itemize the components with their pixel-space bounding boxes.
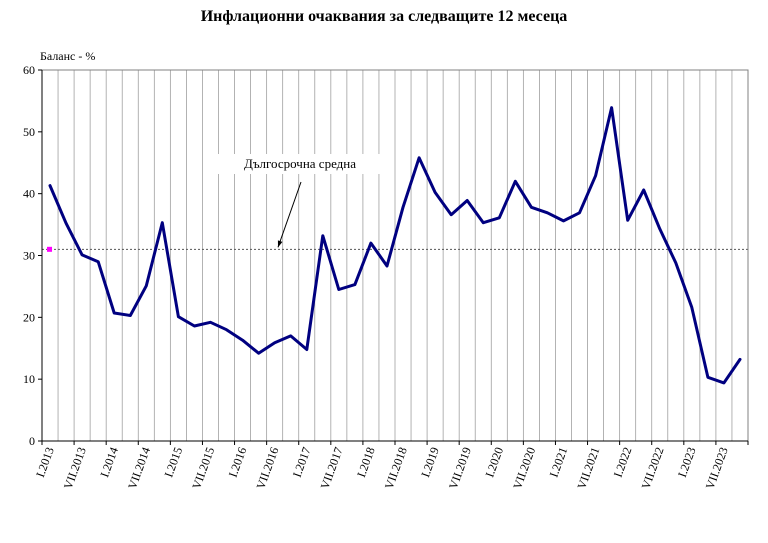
data-point <box>177 315 180 318</box>
x-tick-label: I.2015 <box>161 445 185 479</box>
data-point <box>161 221 164 224</box>
data-point <box>193 324 196 327</box>
data-point <box>482 221 485 224</box>
data-point <box>385 265 388 268</box>
series-line <box>48 106 742 385</box>
x-tick-label: I.2023 <box>675 445 699 479</box>
data-point <box>674 261 677 264</box>
data-point <box>65 222 68 225</box>
data-point <box>722 381 725 384</box>
data-point <box>402 206 405 209</box>
x-tick-label: I.2019 <box>418 445 442 479</box>
y-tick-label: 60 <box>23 63 35 77</box>
long-term-average-marker <box>47 246 53 252</box>
x-tick-label: VII.2020 <box>510 445 538 491</box>
data-point <box>225 328 228 331</box>
data-point <box>113 312 116 315</box>
y-tick-label: 20 <box>23 310 35 324</box>
x-tick-label: VII.2013 <box>61 445 89 491</box>
data-point <box>241 339 244 342</box>
data-point <box>594 174 597 177</box>
y-axis-label: Баланс - % <box>40 49 95 63</box>
x-tick-label: VII.2014 <box>125 445 153 491</box>
data-point <box>466 199 469 202</box>
data-point <box>610 106 613 109</box>
axes <box>38 69 749 445</box>
data-point <box>434 191 437 194</box>
data-point <box>321 234 324 237</box>
data-point <box>418 156 421 159</box>
x-tick-label: VII.2021 <box>574 445 602 491</box>
data-point <box>305 348 308 351</box>
annotation-arrowhead <box>277 240 283 248</box>
x-tick-label: I.2017 <box>290 445 314 479</box>
annotation: Дългосрочна средна <box>218 154 382 248</box>
data-point <box>738 358 741 361</box>
x-tick-label: I.2016 <box>226 445 250 479</box>
x-tick-label: VII.2019 <box>446 445 474 491</box>
data-point <box>690 306 693 309</box>
x-tick-label: I.2022 <box>611 445 635 479</box>
data-point <box>81 253 84 256</box>
data-point <box>273 341 276 344</box>
data-point <box>145 284 148 287</box>
y-tick-label: 40 <box>23 187 35 201</box>
data-point <box>530 206 533 209</box>
data-point <box>498 216 501 219</box>
data-point <box>450 213 453 216</box>
x-tick-label: I.2014 <box>97 445 121 479</box>
data-point <box>353 283 356 286</box>
x-tick-label: VII.2016 <box>253 445 281 491</box>
annotation-box <box>218 154 382 174</box>
x-tick-label: I.2013 <box>33 445 57 479</box>
data-point <box>546 211 549 214</box>
annotation-arrow <box>277 181 302 248</box>
data-point <box>289 334 292 337</box>
y-tick-label: 10 <box>23 372 35 386</box>
data-point <box>337 288 340 291</box>
data-point <box>97 260 100 263</box>
data-point <box>257 352 260 355</box>
data-point <box>642 188 645 191</box>
x-tick-label: VII.2022 <box>638 445 666 491</box>
y-tick-label: 0 <box>29 434 35 448</box>
data-point <box>562 219 565 222</box>
data-point <box>129 314 132 317</box>
long-term-average-group <box>42 246 748 252</box>
data-point <box>626 219 629 222</box>
data-point <box>658 227 661 230</box>
x-tick-label: I.2020 <box>482 445 506 479</box>
data-point <box>369 242 372 245</box>
data-point <box>706 376 709 379</box>
long-term-average-label: Дългосрочна средна <box>244 156 356 171</box>
vertical-grid <box>57 70 733 441</box>
series-layer <box>48 106 742 385</box>
x-tick-label: VII.2015 <box>189 445 217 491</box>
y-tick-label: 30 <box>23 249 35 263</box>
data-point <box>49 184 52 187</box>
x-tick-label: VII.2023 <box>703 445 731 491</box>
x-tick-label: I.2018 <box>354 445 378 479</box>
x-tick-label: VII.2017 <box>318 445 346 491</box>
x-tick-label: I.2021 <box>547 445 571 479</box>
x-tick-label: VII.2018 <box>382 445 410 491</box>
y-tick-label: 50 <box>23 125 35 139</box>
data-point <box>209 321 212 324</box>
chart-title: Инфлационни очаквания за следващите 12 м… <box>200 8 568 25</box>
data-point <box>514 180 517 183</box>
data-point <box>578 211 581 214</box>
